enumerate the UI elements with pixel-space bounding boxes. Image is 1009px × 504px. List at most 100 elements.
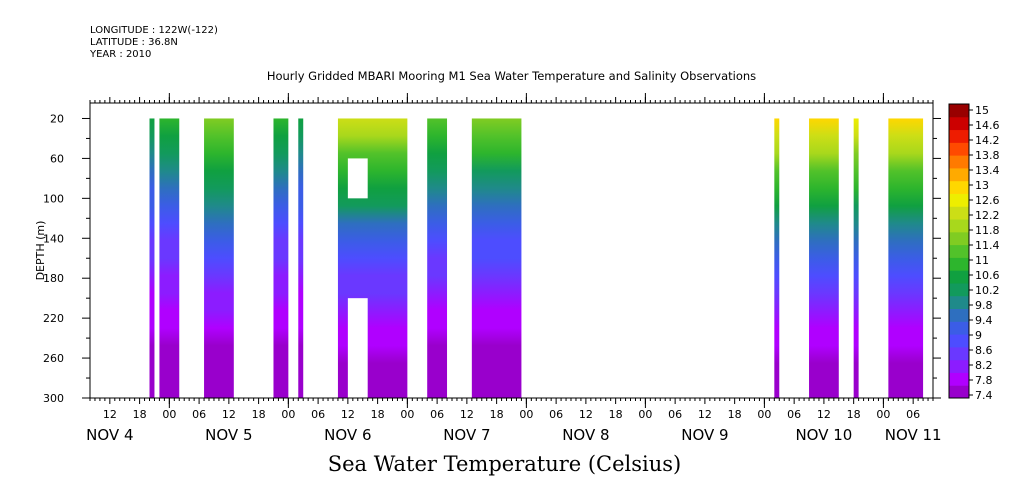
x-hour-tick-label: 12 [579, 408, 593, 421]
x-hour-tick-label: 12 [222, 408, 236, 421]
colorbar-label: 9 [975, 329, 982, 342]
colorbar-label: 14.2 [975, 134, 1000, 147]
x-day-label: NOV 7 [443, 426, 490, 444]
longitude-label: LONGITUDE : 122W(-122) [90, 25, 218, 36]
x-hour-tick-label: 00 [519, 408, 533, 421]
colorbar-segment [949, 231, 969, 246]
y-tick-label: 300 [43, 392, 64, 405]
x-hour-tick-label: 18 [252, 408, 266, 421]
colorbar-label: 13.4 [975, 164, 1000, 177]
colorbar-segment [949, 116, 969, 131]
x-hour-tick-label: 06 [311, 408, 325, 421]
x-hour-tick-label: 18 [490, 408, 504, 421]
x-hour-tick-label: 18 [847, 408, 861, 421]
x-hour-tick-label: 12 [103, 408, 117, 421]
x-day-label: NOV 8 [562, 426, 609, 444]
y-tick-label: 220 [43, 312, 64, 325]
x-hour-tick-label: 00 [281, 408, 295, 421]
colorbar-label: 15 [975, 104, 989, 117]
colorbar-label: 12.6 [975, 194, 1000, 207]
colorbar-label: 9.8 [975, 299, 993, 312]
x-hour-tick-label: 12 [460, 408, 474, 421]
colorbar-label: 10.6 [975, 269, 1000, 282]
data-gap [347, 158, 368, 199]
colorbar-label: 11 [975, 254, 989, 267]
y-tick-label: 180 [43, 272, 64, 285]
colorbar-label: 14.6 [975, 119, 1000, 132]
x-hour-tick-label: 12 [817, 408, 831, 421]
colorbar-segment [949, 219, 969, 233]
x-hour-tick-label: 06 [549, 408, 563, 421]
colorbar-segment [949, 129, 969, 143]
colorbar-segment [949, 372, 969, 386]
x-hour-tick-label: 00 [400, 408, 414, 421]
y-tick-label: 260 [43, 352, 64, 365]
latitude-label: LATITUDE : 36.8N [90, 37, 178, 48]
x-hour-tick-label: 00 [638, 408, 652, 421]
temperature-block [159, 118, 180, 399]
colorbar-label: 7.8 [975, 374, 993, 387]
colorbar-segment [949, 155, 969, 169]
colorbar-segment [949, 385, 969, 399]
colorbar-segment [949, 193, 969, 207]
x-hour-tick-label: 00 [757, 408, 771, 421]
temperature-block [149, 118, 155, 399]
colorbar-segment [949, 295, 969, 310]
colorbar-segment [949, 270, 969, 284]
colorbar-label: 9.4 [975, 314, 993, 327]
x-hour-tick-label: 00 [876, 408, 890, 421]
temperature-block [809, 118, 839, 399]
colorbar-label: 13 [975, 179, 989, 192]
x-hour-tick-label: 06 [192, 408, 206, 421]
colorbar-label: 12.2 [975, 209, 1000, 222]
colorbar-segment [949, 308, 969, 322]
x-hour-tick-label: 18 [609, 408, 623, 421]
colorbar-segment [949, 282, 969, 297]
x-day-label: NOV 9 [681, 426, 728, 444]
colorbar-label: 11.4 [975, 239, 1000, 252]
x-hour-tick-label: 18 [133, 408, 147, 421]
temperature-block [427, 118, 448, 399]
x-hour-tick-label: 00 [162, 408, 176, 421]
colorbar-segment [949, 206, 969, 220]
x-axis-title: Sea Water Temperature (Celsius) [327, 452, 682, 476]
x-hour-tick-label: 06 [668, 408, 682, 421]
chart-title: Hourly Gridded MBARI Mooring M1 Sea Wate… [266, 69, 757, 83]
colorbar-segment [949, 180, 969, 194]
x-hour-tick-label: 12 [341, 408, 355, 421]
colorbar-segment [949, 346, 969, 361]
x-hour-tick-label: 18 [371, 408, 385, 421]
colorbar-segment [949, 257, 969, 271]
colorbar-label: 8.6 [975, 344, 993, 357]
colorbar-label: 7.4 [975, 389, 993, 402]
colorbar-label: 10.2 [975, 284, 1000, 297]
x-day-label: NOV 10 [795, 426, 852, 444]
x-day-label: NOV 11 [885, 426, 942, 444]
colorbar-label: 8.2 [975, 359, 993, 372]
colorbar-segment [949, 359, 969, 373]
y-tick-label: 100 [43, 192, 64, 205]
colorbar-segment [949, 167, 969, 182]
colorbar-frame [948, 103, 970, 399]
y-tick-label: 20 [50, 112, 64, 125]
x-day-label: NOV 4 [86, 426, 133, 444]
temperature-block [888, 118, 924, 399]
data-gap [347, 298, 368, 398]
year-label: YEAR : 2010 [90, 49, 152, 60]
x-hour-tick-label: 06 [906, 408, 920, 421]
colorbar-segment [949, 244, 969, 258]
y-tick-label: 60 [50, 152, 64, 165]
temperature-block [774, 118, 780, 399]
temperature-block [204, 118, 234, 399]
colorbar-segment [949, 321, 969, 335]
colorbar-segment [949, 334, 969, 348]
x-day-label: NOV 5 [205, 426, 252, 444]
colorbar-label: 13.8 [975, 149, 1000, 162]
x-hour-tick-label: 12 [698, 408, 712, 421]
temperature-block [273, 118, 289, 399]
temperature-block [298, 118, 304, 399]
temperature-block [853, 118, 859, 399]
colorbar-label: 11.8 [975, 224, 1000, 237]
temperature-block [471, 118, 522, 399]
